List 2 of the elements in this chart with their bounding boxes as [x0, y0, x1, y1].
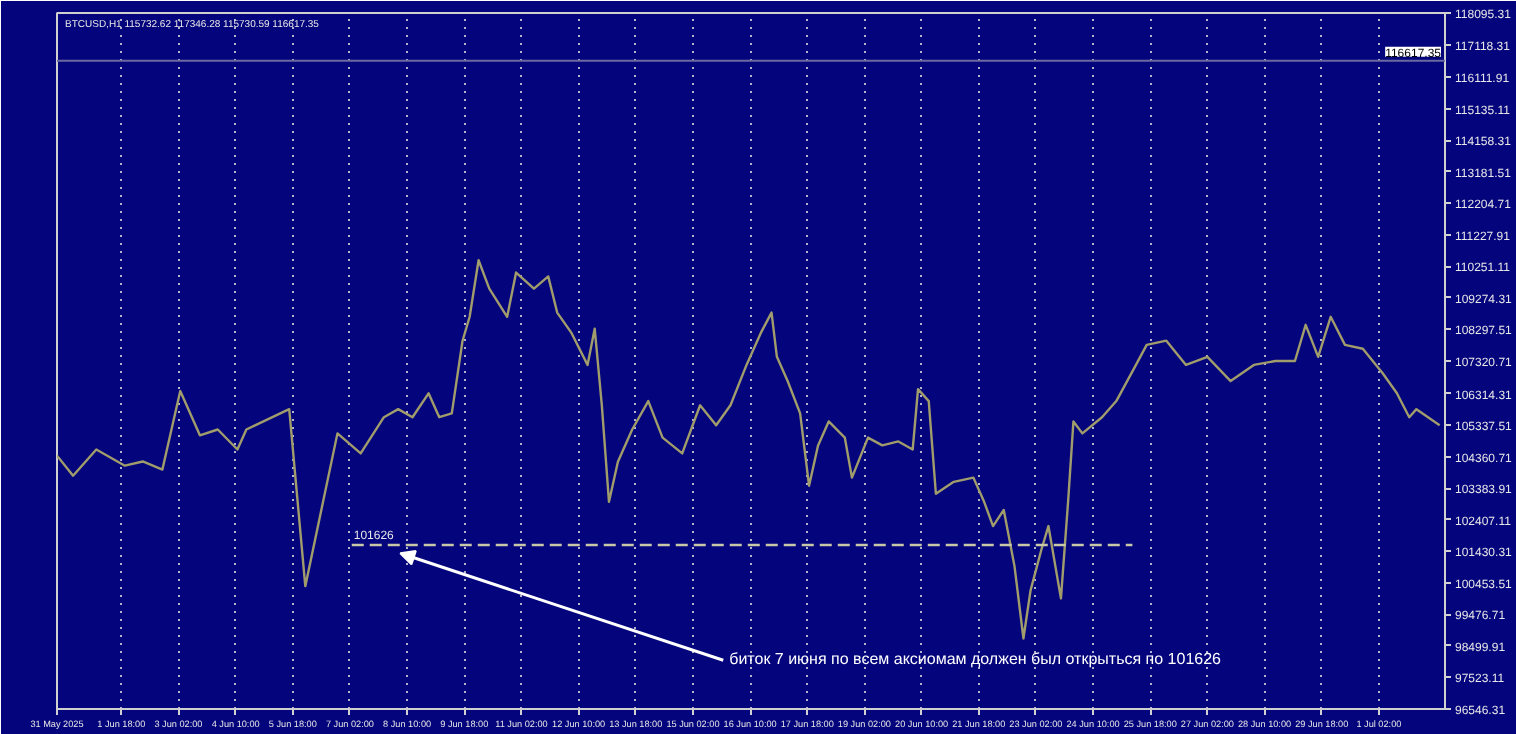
line-series — [57, 259, 1441, 640]
annotation: биток 7 июня по всем аксиомам должен был открыться по 101626 — [729, 650, 1223, 669]
